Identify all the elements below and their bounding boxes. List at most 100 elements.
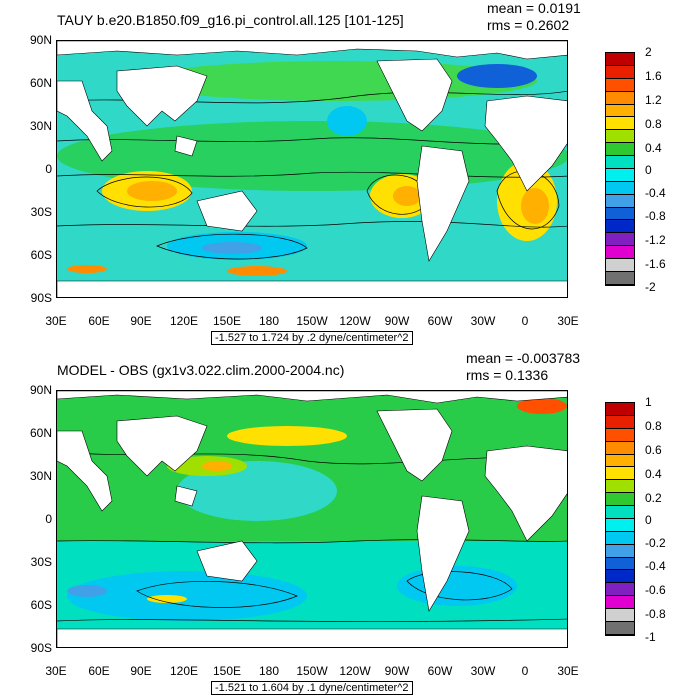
colorbar-swatch — [606, 506, 634, 519]
top-north-america — [376, 58, 453, 132]
top-lon-label: 150E — [212, 314, 242, 328]
colorbar-swatch — [606, 609, 634, 622]
bottom-africa-west — [484, 445, 567, 542]
top-colorbar-label: -0.4 — [645, 186, 666, 200]
top-australia — [196, 190, 258, 232]
bottom-land-masses — [57, 391, 567, 647]
colorbar-swatch — [606, 91, 634, 105]
top-arctic-land — [57, 41, 567, 60]
bottom-colorbar-label: 1 — [645, 395, 652, 409]
top-lon-label: 30W — [470, 314, 496, 328]
bottom-lon-label: 60W — [427, 664, 453, 678]
bottom-arctic-land — [57, 391, 567, 404]
colorbar-swatch — [606, 143, 634, 156]
bottom-map-title: MODEL - OBS (gx1v3.022.clim.2000-2004.nc… — [57, 362, 345, 378]
top-north-atlantic-low — [457, 64, 537, 88]
top-lon-label: 120W — [339, 314, 371, 328]
colorbar-swatch — [606, 246, 634, 259]
top-contour-range-label: -1.527 to 1.724 by .2 dyne/centimeter^2 — [211, 331, 413, 345]
bottom-lat-label: 60S — [30, 598, 52, 612]
bottom-lon-label: 150W — [296, 664, 328, 678]
top-south-america — [416, 145, 470, 262]
bottom-colorbar-label: 0.6 — [645, 443, 662, 457]
top-colorbar-label: 1.2 — [645, 93, 662, 107]
bottom-lon-label: 30E — [45, 664, 67, 678]
top-mean-value: mean = 0.0191 — [487, 0, 581, 16]
bottom-lon-label: 180 — [258, 664, 280, 678]
top-colorbar — [605, 52, 635, 286]
colorbar-swatch — [606, 480, 634, 494]
colorbar-swatch — [606, 181, 634, 195]
top-southern-core — [202, 242, 262, 254]
bottom-mean-value: mean = -0.003783 — [466, 350, 581, 366]
colorbar-swatch — [606, 233, 634, 247]
colorbar-swatch — [606, 259, 634, 272]
colorbar-swatch — [606, 583, 634, 597]
top-colorbar-label: 2 — [645, 45, 652, 59]
bottom-colorbar-label: 0.2 — [645, 491, 662, 505]
top-africa-west — [484, 95, 567, 192]
top-lon-label: 60E — [88, 314, 110, 328]
bottom-lat-label: 30S — [30, 555, 52, 569]
bottom-colorbar-label: -1 — [645, 630, 656, 644]
colorbar-swatch — [606, 194, 634, 208]
top-colorbar-label: 1.6 — [645, 69, 662, 83]
top-lat-label: 30S — [30, 205, 52, 219]
top-colorbar-label: -1.6 — [645, 257, 666, 271]
bottom-lat-label: 30N — [29, 469, 52, 483]
colorbar-swatch — [606, 207, 634, 221]
bottom-kuroshio-core — [202, 461, 232, 471]
bottom-rms-value: rms = 0.1336 — [466, 367, 549, 383]
top-lon-label: 90E — [130, 314, 152, 328]
colorbar-swatch — [606, 117, 634, 131]
colorbar-swatch — [606, 65, 634, 79]
bottom-maritime-continent — [174, 485, 198, 507]
bottom-colorbar — [605, 402, 635, 636]
bottom-asia-south — [116, 415, 208, 477]
top-lon-label: 60W — [427, 314, 453, 328]
top-indian-core — [127, 181, 177, 201]
bottom-lat-label: 60N — [29, 426, 52, 440]
top-map-title: TAUY b.e20.B1850.f09_g16.pi_control.all.… — [57, 12, 404, 28]
bottom-lon-label: 120W — [339, 664, 371, 678]
bottom-lon-label: 90E — [130, 664, 152, 678]
bottom-south-america — [416, 495, 470, 612]
top-colorbar-label: 0 — [645, 163, 652, 177]
top-africa-east — [57, 80, 113, 162]
bottom-southern-low — [67, 571, 307, 621]
top-lat-label: 0 — [45, 162, 52, 176]
top-land-masses — [57, 41, 567, 297]
bottom-north-america — [376, 408, 453, 482]
bottom-colorbar-label: 0.8 — [645, 419, 662, 433]
top-lon-label: 150W — [296, 314, 328, 328]
top-lat-label: 90N — [29, 33, 52, 47]
bottom-lon-label: 0 — [521, 664, 529, 678]
colorbar-swatch — [606, 596, 634, 609]
bottom-southwest-low — [67, 585, 107, 597]
bottom-lon-label: 30W — [470, 664, 496, 678]
bottom-north-atlantic-high — [517, 398, 567, 414]
top-lon-label: 90W — [384, 314, 410, 328]
bottom-colorbar-label: 0 — [645, 513, 652, 527]
bottom-colorbar-label: 0.4 — [645, 467, 662, 481]
colorbar-swatch — [606, 104, 634, 118]
colorbar-swatch — [606, 403, 634, 416]
top-lat-label: 60N — [29, 76, 52, 90]
bottom-southern-high — [147, 595, 187, 603]
colorbar-swatch — [606, 467, 634, 481]
colorbar-swatch — [606, 428, 634, 442]
colorbar-swatch — [606, 544, 634, 558]
bottom-lon-label: 120E — [169, 664, 199, 678]
top-antarctic-high — [227, 266, 287, 276]
bottom-lon-label: 60E — [88, 664, 110, 678]
colorbar-swatch — [606, 130, 634, 144]
top-map-panel: TAUY b.e20.B1850.f09_g16.pi_control.all.… — [29, 0, 666, 345]
colorbar-swatch — [606, 454, 634, 468]
colorbar-swatch — [606, 53, 634, 66]
bottom-north-pacific-high — [227, 426, 347, 446]
top-lat-label: 90S — [30, 291, 52, 305]
top-lon-label: 0 — [521, 314, 529, 328]
bottom-colorbar-label: -0.2 — [645, 536, 666, 550]
top-antarctica — [57, 280, 567, 297]
colorbar-swatch — [606, 168, 634, 182]
